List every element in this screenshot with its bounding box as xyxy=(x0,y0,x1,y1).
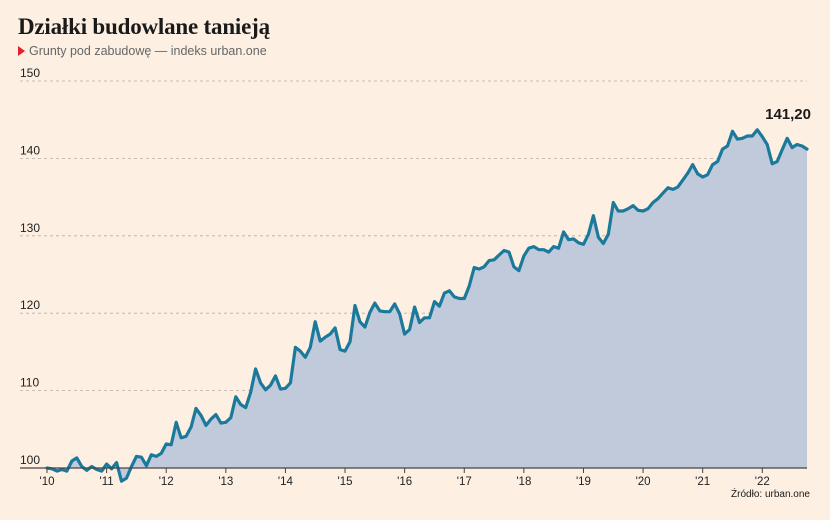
y-tick-label: 110 xyxy=(20,376,39,390)
x-tick-label: '13 xyxy=(218,476,233,488)
y-tick-label: 100 xyxy=(20,453,40,467)
chart-subtitle: Grunty pod zabudowę — indeks urban.one xyxy=(18,44,267,58)
x-tick-label: '16 xyxy=(397,476,412,488)
x-tick-label: '19 xyxy=(576,476,591,488)
end-value-label: 141,20 xyxy=(765,106,811,123)
x-tick-label: '11 xyxy=(100,476,114,488)
red-triangle-marker-icon xyxy=(18,46,25,56)
y-tick-label: 130 xyxy=(20,221,40,235)
area-fill xyxy=(47,129,807,482)
x-tick-label: '14 xyxy=(278,476,294,488)
x-tick-label: '17 xyxy=(457,476,472,488)
x-tick-label: '18 xyxy=(516,476,531,488)
x-tick-label: '15 xyxy=(338,476,353,488)
x-tick-label: '10 xyxy=(40,476,55,488)
x-tick-label: '20 xyxy=(636,476,651,488)
x-tick-label: '22 xyxy=(755,476,770,488)
chart-title: Działki budowlane tanieją xyxy=(18,14,270,39)
chart-subtitle-text: Grunty pod zabudowę — indeks urban.one xyxy=(29,44,267,58)
y-tick-label: 150 xyxy=(20,66,40,80)
x-axis-ticks: '10 '11 '12 '13 '14 '15 '16 '17 '18 '19 '20 '21 '22 xyxy=(40,468,770,488)
x-tick-label: '21 xyxy=(695,476,710,488)
y-axis-ticks: 100 110 120 130 140 150 xyxy=(20,66,40,467)
source-note: Źródło: urban.one xyxy=(731,489,810,500)
index-line xyxy=(45,128,809,483)
y-tick-label: 140 xyxy=(20,143,40,157)
x-tick-label: '12 xyxy=(159,476,174,488)
y-tick-label: 120 xyxy=(20,298,40,312)
